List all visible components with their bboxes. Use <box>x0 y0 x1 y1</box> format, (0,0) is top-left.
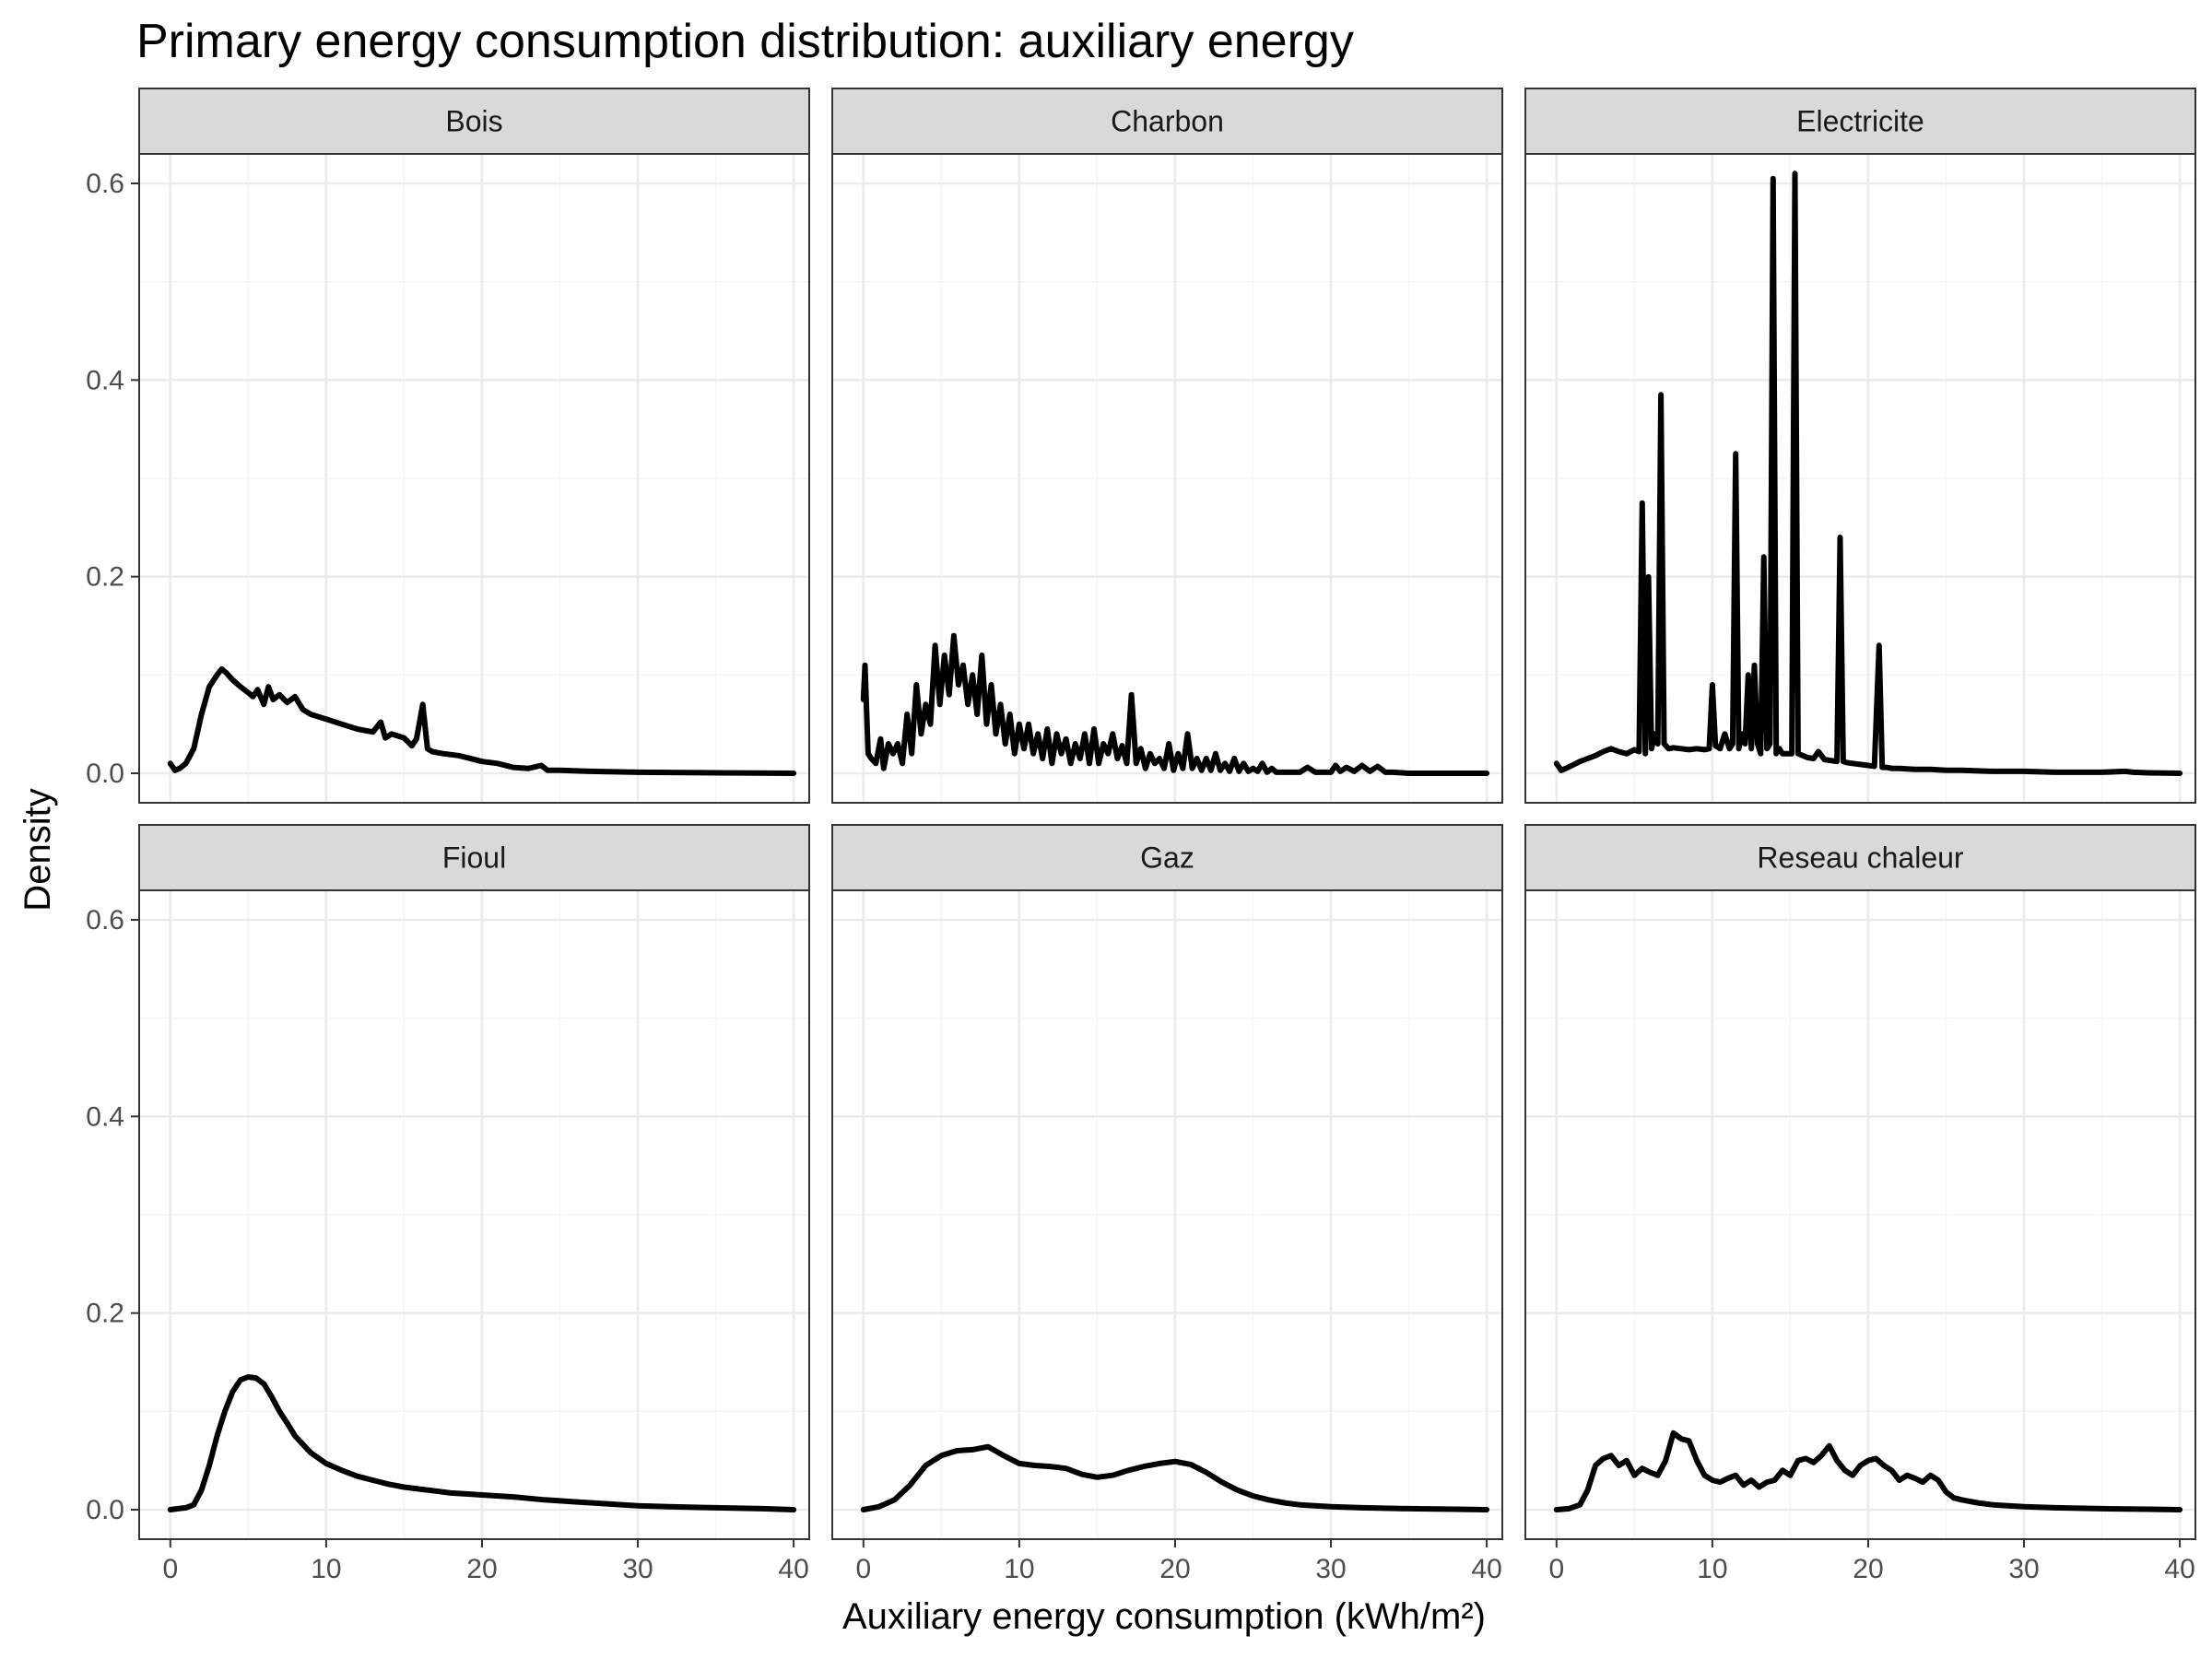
x-tick-label: 10 <box>1697 1554 1727 1584</box>
x-tick-label: 0 <box>162 1554 178 1584</box>
facet-label-reseau-chaleur: Reseau chaleur <box>1757 841 1963 875</box>
x-tick-label: 10 <box>311 1554 341 1584</box>
panel-bois: Bois <box>138 88 810 804</box>
x-tick-label: 40 <box>2164 1554 2194 1584</box>
panel-electricite: Electricite <box>1524 88 2196 804</box>
panel-charbon: Charbon <box>831 88 1503 804</box>
facet-label-electricite: Electricite <box>1796 105 1924 138</box>
x-axis-title: Auxiliary energy consumption (kWh/m²) <box>842 1596 1486 1637</box>
facet-strip <box>831 824 1503 891</box>
facet-label-charbon: Charbon <box>1111 105 1224 138</box>
density-line-fioul <box>167 1374 797 1512</box>
y-tick-label: 0.6 <box>86 169 124 199</box>
panels-layer: Bois Charbon Electricite Fioul Gaz Reseau cha… <box>138 88 2196 1540</box>
density-line-reseau-chaleur <box>1553 1430 2183 1512</box>
x-tick-label: 20 <box>1853 1554 1883 1584</box>
y-tick-label: 0.4 <box>86 365 124 395</box>
y-axis-title: Density <box>18 788 58 911</box>
x-tick-label: 40 <box>1471 1554 1501 1584</box>
x-tick-label: 0 <box>855 1554 871 1584</box>
x-tick-label: 30 <box>622 1554 653 1584</box>
panel-fioul: Fioul <box>138 824 810 1540</box>
y-tick-label: 0.6 <box>86 905 124 935</box>
y-tick-label: 0.4 <box>86 1101 124 1132</box>
y-tick-label: 0.2 <box>86 1299 124 1329</box>
panel-reseau-chaleur: Reseau chaleur <box>1524 824 2196 1540</box>
y-tick-label: 0.0 <box>86 759 124 789</box>
density-line-gaz <box>860 1443 1490 1512</box>
y-tick-label: 0.0 <box>86 1495 124 1525</box>
facet-strip <box>138 88 810 155</box>
density-line-bois <box>167 665 797 776</box>
density-line-charbon <box>860 632 1490 776</box>
facet-strip <box>831 88 1503 155</box>
x-tick-label: 20 <box>1159 1554 1190 1584</box>
facet-label-fioul: Fioul <box>442 841 506 875</box>
chart-title: Primary energy consumption distribution:… <box>136 15 1354 68</box>
facet-strip <box>138 824 810 891</box>
x-tick-label: 0 <box>1548 1554 1564 1584</box>
axes-layer: 0.0 0.2 0.4 0.6 0.0 0.2 0.4 0.6 0 10 20 30 40 0 10 20 30… <box>86 169 2194 1584</box>
panel-gaz: Gaz <box>831 824 1503 1540</box>
facet-strip <box>1524 824 2196 891</box>
facet-label-gaz: Gaz <box>1140 841 1194 875</box>
facet-label-bois: Bois <box>445 105 502 138</box>
density-line-electricite <box>1553 171 2183 776</box>
y-tick-label: 0.2 <box>86 562 124 593</box>
x-tick-label: 20 <box>466 1554 497 1584</box>
x-tick-label: 30 <box>2008 1554 2039 1584</box>
x-tick-label: 40 <box>778 1554 808 1584</box>
facet-strip <box>1524 88 2196 155</box>
x-tick-label: 10 <box>1004 1554 1034 1584</box>
x-tick-label: 30 <box>1315 1554 1346 1584</box>
